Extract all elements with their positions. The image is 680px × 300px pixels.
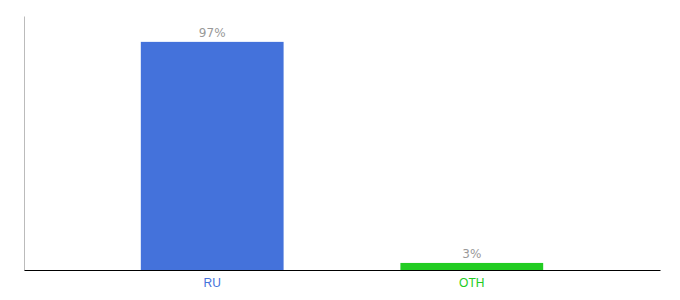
plot: RU OTH 97% 3%: [25, 17, 661, 290]
data-labels: 97% 3%: [199, 26, 481, 261]
chart: RU OTH 97% 3%: [0, 0, 680, 300]
y-axis-line: [24, 17, 25, 271]
x-tick: RU: [204, 276, 221, 290]
bar: [400, 263, 543, 270]
x-tick-label: OTH: [459, 276, 484, 290]
x-tick: OTH: [459, 276, 484, 290]
bars: [141, 42, 543, 270]
x-axis: RU OTH: [25, 271, 661, 290]
y-axis: [24, 17, 25, 271]
bar: [141, 42, 284, 270]
x-tick-label: RU: [204, 276, 221, 290]
data-label: 97%: [199, 26, 226, 40]
data-label: 3%: [462, 247, 481, 261]
x-axis-line: [25, 270, 661, 271]
